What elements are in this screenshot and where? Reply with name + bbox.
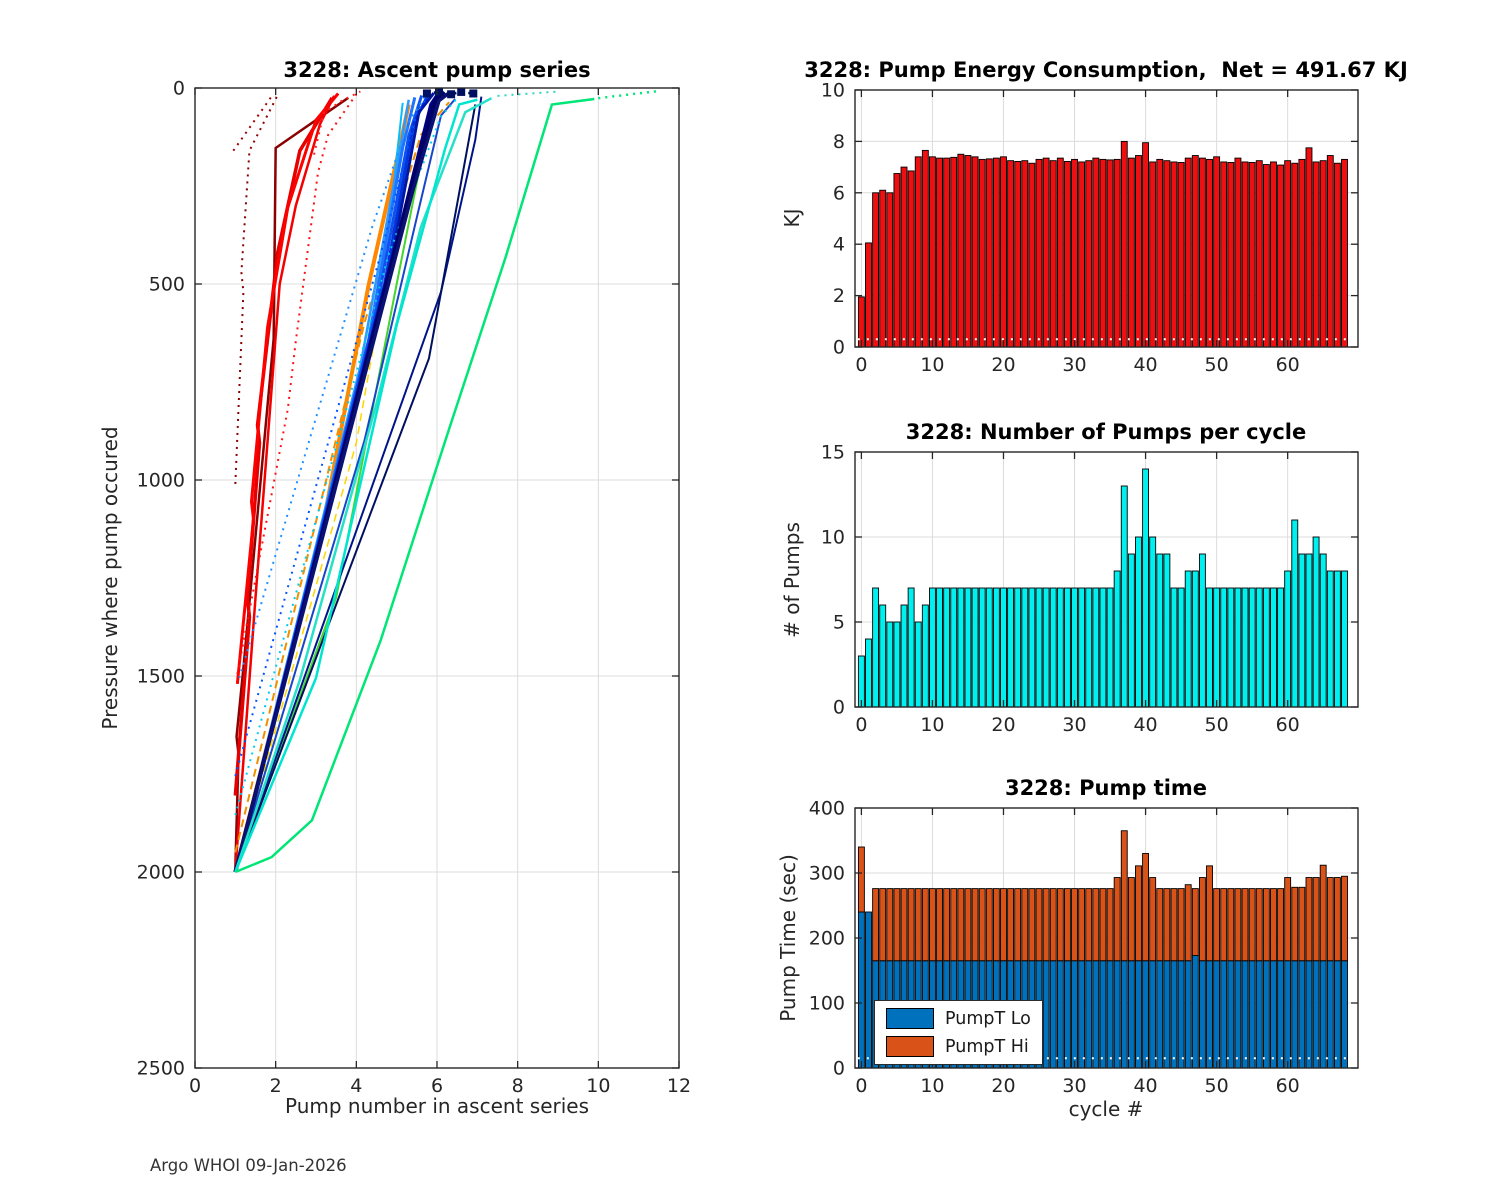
svg-text:0: 0 xyxy=(833,337,845,359)
svg-text:2000: 2000 xyxy=(137,862,185,884)
svg-text:30: 30 xyxy=(1062,354,1086,376)
svg-text:60: 60 xyxy=(1276,714,1300,736)
svg-text:10: 10 xyxy=(821,527,845,549)
svg-text:5: 5 xyxy=(833,612,845,634)
time-plot-title: 3228: Pump time xyxy=(1004,776,1208,800)
svg-text:60: 60 xyxy=(1276,1075,1300,1097)
svg-text:200: 200 xyxy=(809,928,845,950)
svg-text:0: 0 xyxy=(833,1058,845,1080)
svg-text:0: 0 xyxy=(833,697,845,719)
ascent-plot-ylabel: Pressure where pump occured xyxy=(98,426,122,730)
svg-text:0: 0 xyxy=(173,78,185,100)
svg-text:1000: 1000 xyxy=(137,470,185,492)
ascent-plot-title: 3228: Ascent pump series xyxy=(283,58,591,82)
svg-text:30: 30 xyxy=(1062,714,1086,736)
svg-text:0: 0 xyxy=(189,1075,201,1097)
svg-text:40: 40 xyxy=(1133,714,1157,736)
svg-text:20: 20 xyxy=(991,714,1015,736)
svg-text:0: 0 xyxy=(855,714,867,736)
legend-row-pumpt-lo: PumpT Lo xyxy=(886,1008,1031,1029)
ascent-plot-xlabel: Pump number in ascent series xyxy=(284,1094,590,1118)
svg-text:40: 40 xyxy=(1133,354,1157,376)
svg-text:10: 10 xyxy=(920,714,944,736)
svg-text:300: 300 xyxy=(809,863,845,885)
pumpt-hi-swatch xyxy=(886,1036,934,1057)
time-plot-xlabel: cycle # xyxy=(1068,1097,1144,1121)
pumps-plot-canvas: 0 10 20 30 40 50 60 0 5 10 15 xyxy=(821,442,1359,736)
svg-text:50: 50 xyxy=(1205,1075,1229,1097)
pumpt-hi-label: PumpT Hi xyxy=(945,1036,1029,1057)
figure-footer: Argo WHOI 09-Jan-2026 xyxy=(150,1156,347,1175)
svg-text:6: 6 xyxy=(833,182,845,204)
svg-text:10: 10 xyxy=(586,1075,610,1097)
svg-text:2: 2 xyxy=(270,1075,282,1097)
svg-text:2: 2 xyxy=(833,285,845,307)
legend-row-pumpt-hi: PumpT Hi xyxy=(886,1036,1031,1057)
svg-text:10: 10 xyxy=(920,354,944,376)
pump-time-legend: PumpT Lo PumpT Hi xyxy=(874,1000,1043,1065)
svg-text:500: 500 xyxy=(149,274,185,296)
svg-text:20: 20 xyxy=(991,354,1015,376)
svg-text:0: 0 xyxy=(855,1075,867,1097)
svg-text:4: 4 xyxy=(833,234,845,256)
svg-text:15: 15 xyxy=(821,442,845,464)
svg-text:6: 6 xyxy=(431,1075,443,1097)
svg-text:0: 0 xyxy=(855,354,867,376)
svg-text:50: 50 xyxy=(1205,714,1229,736)
svg-text:100: 100 xyxy=(809,993,845,1015)
energy-plot-canvas: 0 10 20 30 40 50 60 0 2 4 6 8 10 xyxy=(821,80,1359,376)
energy-plot-title: 3228: Pump Energy Consumption, Net = 491… xyxy=(804,58,1408,82)
svg-text:10: 10 xyxy=(920,1075,944,1097)
ascent-plot-canvas: 0 2 4 6 8 10 12 0 500 1000 1500 2000 2500 xyxy=(137,78,691,1098)
svg-text:8: 8 xyxy=(512,1075,524,1097)
svg-text:1500: 1500 xyxy=(137,666,185,688)
svg-text:10: 10 xyxy=(821,80,845,102)
svg-text:4: 4 xyxy=(350,1075,362,1097)
svg-text:60: 60 xyxy=(1276,354,1300,376)
svg-text:50: 50 xyxy=(1205,354,1229,376)
svg-text:2500: 2500 xyxy=(137,1058,185,1080)
svg-text:40: 40 xyxy=(1133,1075,1157,1097)
pumpt-lo-label: PumpT Lo xyxy=(945,1008,1031,1029)
svg-text:12: 12 xyxy=(667,1075,691,1097)
svg-text:8: 8 xyxy=(833,131,845,153)
pumps-plot-title: 3228: Number of Pumps per cycle xyxy=(905,420,1307,444)
pumpt-lo-swatch xyxy=(886,1008,934,1029)
svg-text:400: 400 xyxy=(809,798,845,820)
time-plot-canvas: 0 10 20 30 40 50 60 0 100 200 300 400 xyxy=(809,798,1359,1097)
svg-text:20: 20 xyxy=(991,1075,1015,1097)
svg-text:30: 30 xyxy=(1062,1075,1086,1097)
